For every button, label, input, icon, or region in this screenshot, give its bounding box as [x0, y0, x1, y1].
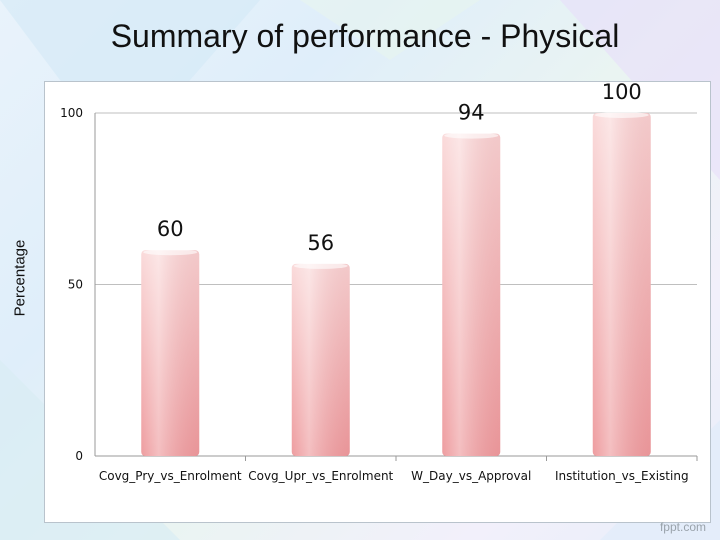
- bar-cap: [293, 262, 348, 269]
- bar-cap: [143, 249, 198, 256]
- data-label: 56: [307, 231, 334, 255]
- x-category-label: Covg_Upr_vs_Enrolment: [248, 469, 393, 483]
- data-label: 60: [157, 217, 184, 241]
- y-tick-label: 0: [75, 449, 83, 463]
- bar-highlight: [592, 113, 651, 456]
- slide-title: Summary of performance - Physical: [110, 18, 620, 54]
- x-category-label: Covg_Pry_vs_Enrolment: [99, 469, 242, 483]
- x-category-label: W_Day_vs_Approval: [411, 469, 531, 483]
- bar-highlight: [141, 250, 200, 456]
- y-axis-title: Percentage: [11, 239, 29, 317]
- footer-brand: fppt.com: [659, 520, 706, 534]
- y-tick-label: 50: [68, 278, 83, 292]
- axis-layer: 0 50 100: [60, 106, 698, 463]
- bar-highlight: [291, 263, 350, 456]
- data-label: 100: [602, 80, 642, 104]
- label-layer: 60 Covg_Pry_vs_Enrolment 56 Covg_Upr_vs_Enr…: [99, 80, 689, 483]
- bar-cap: [444, 132, 499, 139]
- y-tick-label: 100: [60, 106, 83, 120]
- x-category-label: Institution_vs_Existing: [555, 469, 689, 483]
- bar-cap: [594, 112, 649, 118]
- bar-layer: [141, 112, 651, 456]
- bar-highlight: [442, 133, 501, 456]
- data-label: 94: [458, 101, 485, 125]
